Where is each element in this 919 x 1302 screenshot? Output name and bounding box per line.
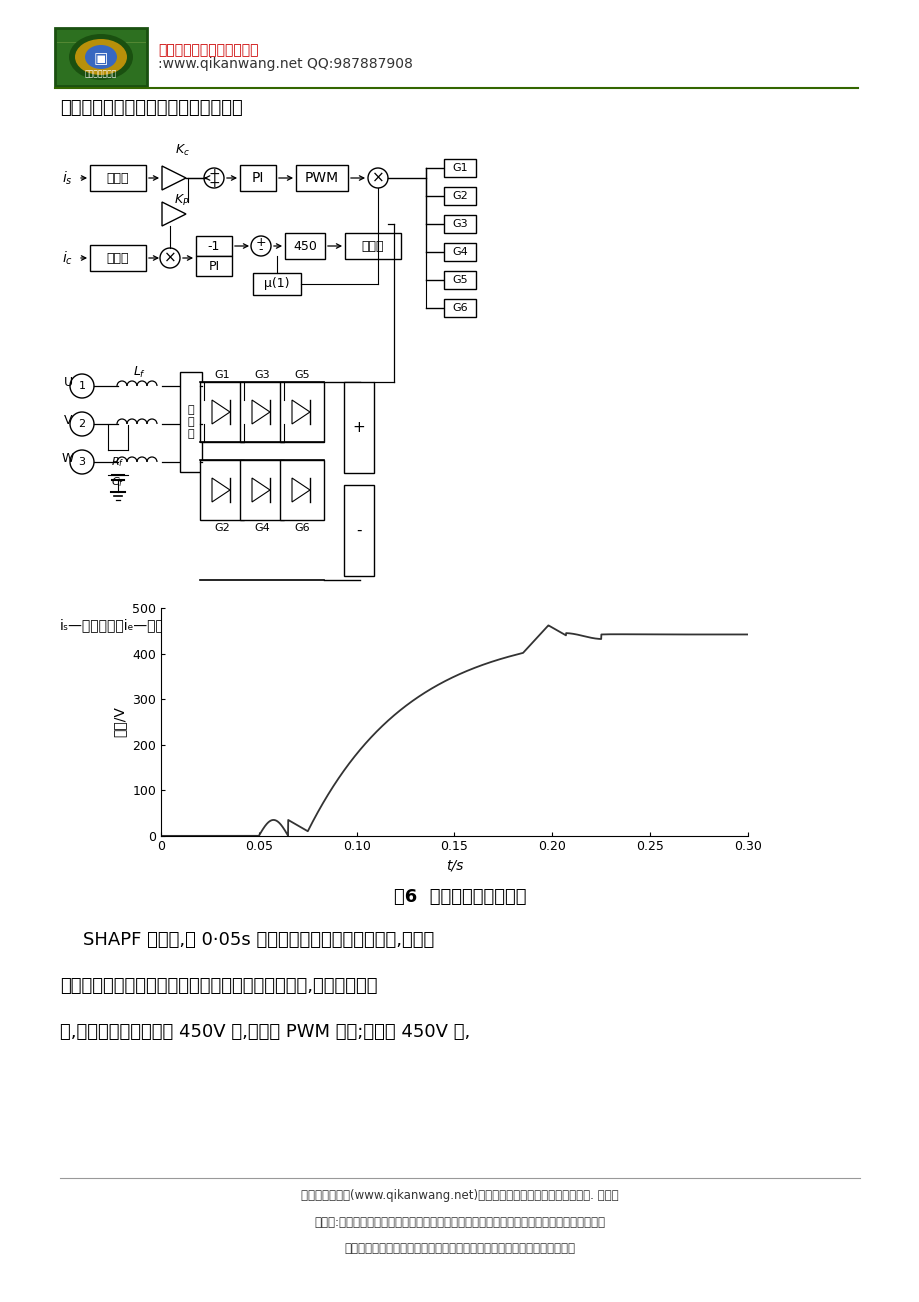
Text: SHAPF 仿真中,在 0·05s 时将有源电力滤波器并入电网,直流侧: SHAPF 仿真中,在 0·05s 时将有源电力滤波器并入电网,直流侧 [60,931,434,949]
Text: G6: G6 [452,303,467,312]
Text: G4: G4 [254,523,269,533]
Text: 图5  逆变电路及其控制环路结构: 图5 逆变电路及其控制环路结构 [377,646,542,664]
Text: -: - [356,523,361,538]
Bar [279,381,323,441]
Bar [180,372,202,473]
X-axis label: t/s: t/s [446,858,462,872]
Bar [444,159,475,177]
Text: 2: 2 [78,419,85,428]
Bar [199,381,244,441]
Bar [253,273,301,296]
Text: $K_c$: $K_c$ [175,142,189,158]
Ellipse shape [69,34,133,79]
Text: 图6  直流侧电容电压波形: 图6 直流侧电容电压波形 [393,888,526,906]
Bar [444,271,475,289]
Bar [444,243,475,260]
Text: -: - [258,243,263,256]
Bar [55,29,147,86]
Bar [345,233,401,259]
Bar [90,245,146,271]
Bar [444,187,475,204]
Bar [196,236,232,256]
Bar [240,381,284,441]
Text: ×: × [371,171,384,185]
Text: G1: G1 [214,370,230,380]
Text: 3: 3 [78,457,85,467]
Bar [279,460,323,519]
Text: 变
压
器: 变 压 器 [187,405,194,439]
Text: 刊推荐:《中国科技信息》《中国科技纵横》《制造业自动化》《中小企业管理与科技》《中国: 刊推荐:《中国科技信息》《中国科技纵横》《制造业自动化》《中小企业管理与科技》《… [314,1216,605,1229]
Text: 科技与工业》《中国高新技术企业》《中国科技财富》《装备制造技术》等: 科技与工业》《中国高新技术企业》《中国科技财富》《装备制造技术》等 [344,1242,575,1255]
Text: 科技论文写作发表快速通道: 科技论文写作发表快速通道 [158,43,258,57]
Bar [90,165,146,191]
Bar [196,256,232,276]
Text: $K_P$: $K_P$ [174,193,189,207]
Text: 控制器: 控制器 [107,251,129,264]
Y-axis label: 电压/V: 电压/V [112,707,127,737]
Text: G2: G2 [451,191,468,201]
Text: G6: G6 [294,523,310,533]
Text: G2: G2 [214,523,230,533]
Text: V: V [63,414,73,427]
Text: W: W [62,452,74,465]
Text: 中国学术期刊网: 中国学术期刊网 [85,69,117,78]
Text: PI: PI [252,171,264,185]
Text: $i_s$: $i_s$ [62,169,73,186]
Text: iₛ—电网电流；iₑ—控制电流。: iₛ—电网电流；iₑ—控制电流。 [60,618,190,631]
Text: 450: 450 [293,240,316,253]
Bar [285,233,324,259]
Bar [296,165,347,191]
Text: μ(1): μ(1) [264,277,289,290]
Text: +: + [208,176,220,190]
Text: G5: G5 [452,275,467,285]
Text: ▣: ▣ [94,52,108,66]
Text: 继电器: 继电器 [361,240,384,253]
Text: $C_f$: $C_f$ [111,475,125,488]
Text: G1: G1 [452,163,467,173]
Text: +: + [208,167,220,181]
Bar [199,460,244,519]
Text: G3: G3 [452,219,467,229]
Bar [444,299,475,316]
Text: 控制器: 控制器 [107,172,129,185]
Bar [240,165,276,191]
Text: G3: G3 [254,370,269,380]
Bar [444,215,475,233]
Text: :www.qikanwang.net QQ:987887908: :www.qikanwang.net QQ:987887908 [158,57,413,72]
Text: 1: 1 [78,381,85,391]
Text: -1: -1 [208,240,220,253]
Text: G4: G4 [451,247,468,256]
Ellipse shape [75,39,127,76]
Text: U: U [63,375,73,388]
Text: PI: PI [209,259,220,272]
Text: +: + [255,236,266,249]
Bar [240,460,284,519]
Bar [344,486,374,575]
Text: 形与变换器输出的三相补偿电流波形。: 形与变换器输出的三相补偿电流波形。 [60,99,243,117]
Text: ×: × [164,250,176,266]
Text: 电容通过逆变桥中与主开关器件反并联的二极管充电,并采用相应控: 电容通过逆变桥中与主开关器件反并联的二极管充电,并采用相应控 [60,976,377,995]
Text: $L_f$: $L_f$ [133,365,146,380]
Text: $R_f$: $R_f$ [111,456,125,469]
Bar [344,381,374,473]
Text: 中国学术期刊网(www.qikanwang.net)是国内权威的科技期刊联合征稿平台. 发表期: 中国学术期刊网(www.qikanwang.net)是国内权威的科技期刊联合征稿… [301,1190,618,1203]
Text: $i_c$: $i_c$ [62,249,73,267]
Text: +: + [352,421,365,435]
Text: G5: G5 [294,370,310,380]
Text: PWM: PWM [304,171,339,185]
Ellipse shape [85,46,117,69]
Text: 制,使直流侧电压未达到 450V 前,不输出 PWM 信号;当达到 450V 后,: 制,使直流侧电压未达到 450V 前,不输出 PWM 信号;当达到 450V 后… [60,1023,470,1042]
